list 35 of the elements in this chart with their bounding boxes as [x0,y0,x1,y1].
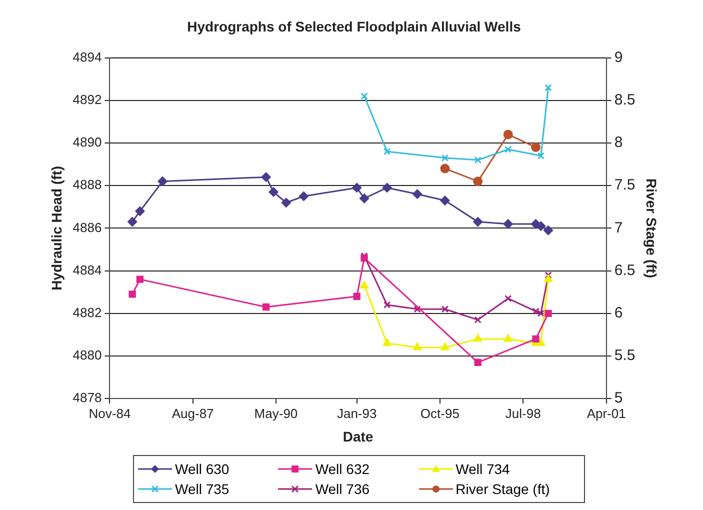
x-tick-label: Apr-01 [586,406,626,421]
y-tick-label: 4888 [72,177,102,192]
y2-tick-label: 9 [614,48,623,66]
x-axis-title: Date [342,428,374,444]
y2-tick-label: 7.5 [614,176,636,194]
x-tick-label: Aug-87 [172,406,214,421]
y2-axis-title: River Stage (ft) [644,178,660,278]
y-tick-label: 4878 [72,390,102,406]
y-tick-label: 4892 [72,92,102,107]
y2-tick-label: 5 [614,390,623,407]
y2-tick-label: 5.5 [614,347,636,364]
y-tick-label: 4882 [72,304,102,320]
legend-label: River Stage (ft) [456,481,550,497]
y-tick-label: 4886 [72,220,102,235]
y-axis-title: Hydraulic Head (ft) [48,166,64,290]
legend-label: Well 630 [175,461,230,477]
legend-label: Well 632 [315,461,370,477]
legend-label: Well 735 [175,481,230,497]
x-tick-label: Jul-98 [505,406,541,421]
x-tick-label: Nov-84 [88,406,131,421]
y2-tick-label: 8 [614,134,623,152]
chart-title: Hydrographs of Selected Floodplain Alluvial Wells [187,18,522,34]
y-tick-label: 4880 [72,348,102,363]
legend-label: Well 734 [456,461,510,477]
x-tick-label: Oct-95 [420,406,460,421]
x-tick-label: May-90 [254,406,298,421]
y2-tick-label: 6 [614,304,623,322]
y2-tick-label: 7 [614,219,623,236]
legend-label: Well 736 [315,481,370,497]
y2-tick-label: 6.5 [614,262,636,279]
y2-tick-label: 8.5 [614,92,636,109]
y-tick-label: 4894 [72,49,102,64]
x-tick-label: Jan-93 [336,406,377,421]
y-tick-label: 4884 [72,262,102,278]
y-tick-label: 4890 [72,134,102,150]
